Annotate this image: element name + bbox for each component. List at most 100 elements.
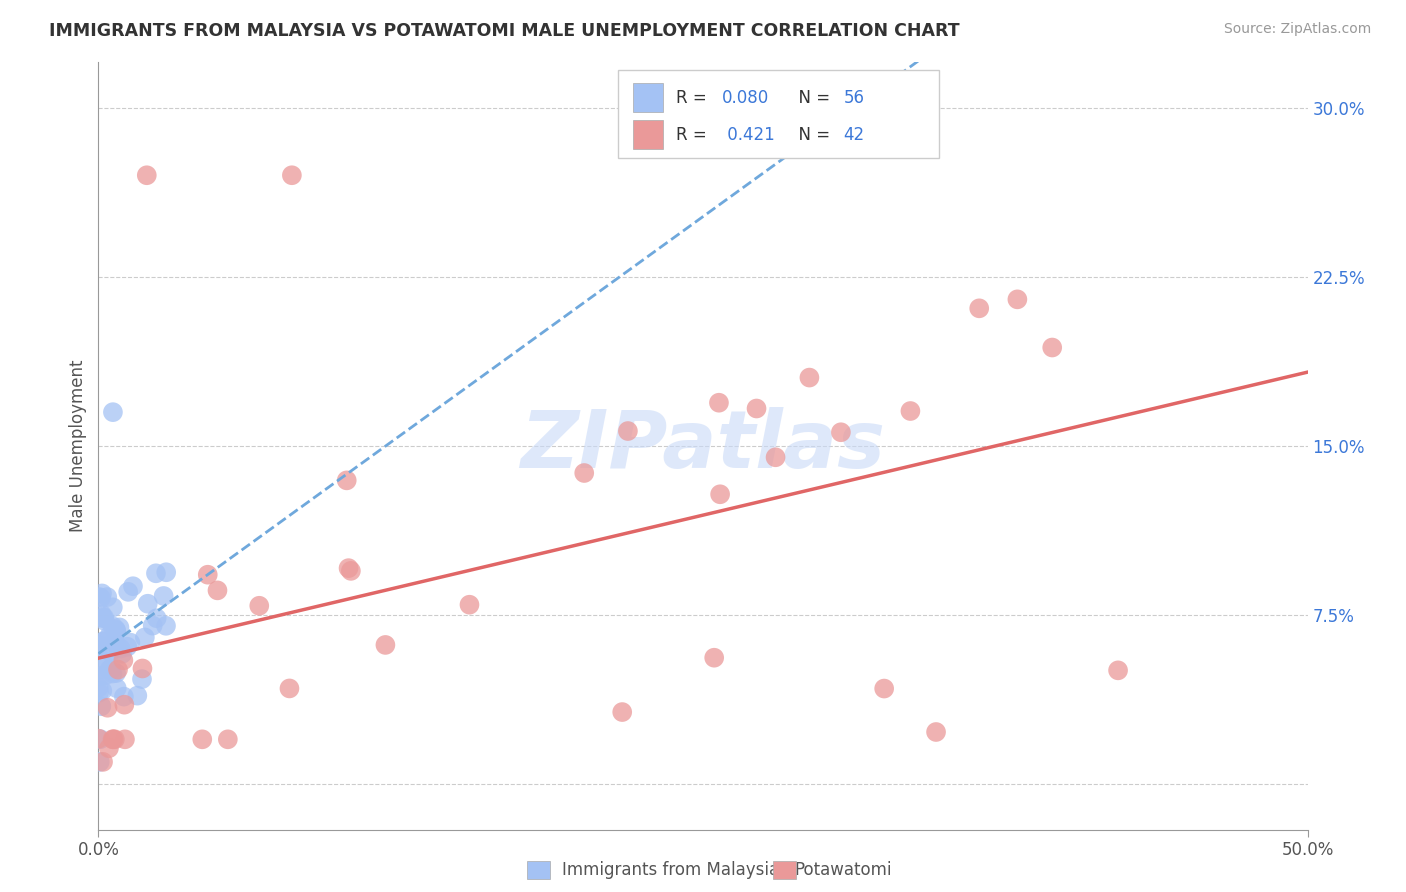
Point [101,619,124,633]
Point [145,566,167,581]
Point [1040,341,1063,355]
Point [103,732,125,747]
Point [110,641,132,656]
Text: N =: N = [787,88,835,107]
Point [709,487,731,501]
Bar [619,70,939,158]
Point [100,662,122,676]
Point [104,623,127,637]
Text: 42: 42 [844,127,865,145]
Point [281,168,304,182]
Point [799,370,821,384]
Point [91,634,114,648]
Point [98,628,121,642]
Point [91,683,114,698]
Point [112,698,135,712]
Text: N =: N = [787,127,835,145]
Point [830,425,852,440]
Point [152,589,174,603]
Point [101,666,124,681]
Point [967,301,990,316]
Point [612,705,634,719]
Point [94,633,117,648]
Point [98,645,121,659]
Point [247,599,270,613]
Point [87,685,110,699]
Point [87,731,110,746]
Point [97,741,120,756]
Point [105,666,128,681]
Bar [633,120,664,149]
Point [108,620,131,634]
Point [707,395,730,409]
Point [207,583,229,598]
Point [155,566,177,580]
Bar [633,83,664,112]
Point [89,590,111,604]
Point [101,405,124,419]
Point [122,579,145,593]
Point [105,624,128,638]
Point [90,607,112,622]
Point [745,401,768,416]
Point [117,640,139,654]
Point [114,732,136,747]
Point [120,635,142,649]
Point [90,669,112,683]
Point [278,681,301,696]
Point [925,725,948,739]
Point [94,643,117,657]
Text: Source: ZipAtlas.com: Source: ZipAtlas.com [1223,22,1371,37]
Point [873,681,896,696]
Point [101,732,124,747]
Point [93,611,115,625]
Text: Immigrants from Malaysia: Immigrants from Malaysia [562,861,779,879]
Text: 56: 56 [844,88,865,107]
Point [91,586,114,600]
Text: Potawatomi: Potawatomi [794,861,891,879]
Point [103,635,125,649]
Point [98,663,121,677]
Point [89,755,111,769]
Point [135,168,157,182]
Point [340,564,363,578]
Point [337,561,360,575]
Point [703,650,725,665]
Point [96,590,118,604]
Point [1107,664,1129,678]
Point [105,638,128,652]
Text: IMMIGRANTS FROM MALAYSIA VS POTAWATOMI MALE UNEMPLOYMENT CORRELATION CHART: IMMIGRANTS FROM MALAYSIA VS POTAWATOMI M… [49,22,960,40]
Point [574,466,596,480]
Point [111,647,134,661]
Point [112,690,135,704]
Point [105,624,128,639]
Point [145,611,167,625]
Point [131,672,153,686]
Point [94,614,117,628]
Point [765,450,787,465]
Point [142,618,165,632]
Point [94,655,117,669]
Point [101,600,124,615]
Point [90,591,112,605]
Y-axis label: Male Unemployment: Male Unemployment [69,359,87,533]
Point [136,597,159,611]
Text: 0.421: 0.421 [723,127,775,145]
Point [155,619,177,633]
Point [91,611,114,625]
Point [94,668,117,682]
Point [217,732,239,747]
Point [91,755,114,769]
Point [117,584,139,599]
Point [1007,293,1029,307]
Point [104,732,127,747]
Point [617,424,640,438]
Point [134,631,156,645]
Point [89,732,111,747]
Point [191,732,214,747]
Point [91,610,114,624]
Point [131,661,153,675]
Point [96,700,118,714]
Point [90,699,112,714]
Text: R =: R = [676,88,713,107]
